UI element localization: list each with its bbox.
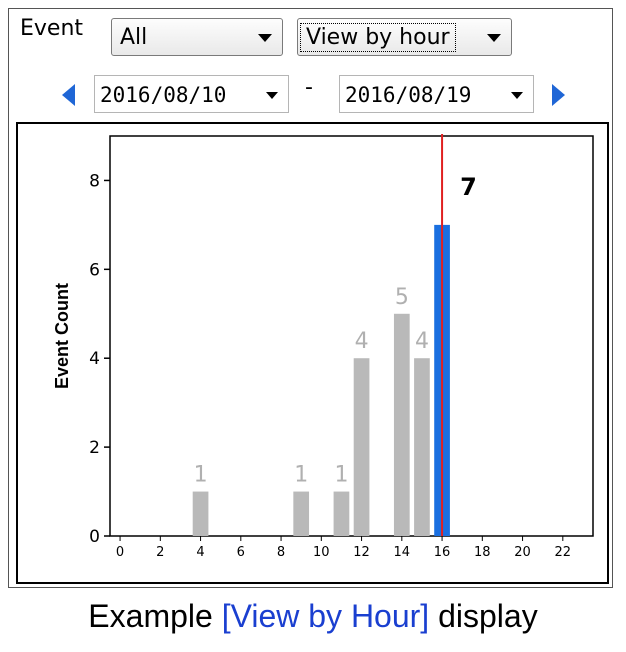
chevron-down-icon [487,34,501,42]
x-tick-label: 20 [514,545,531,560]
x-tick-label: 2 [156,545,164,560]
caption-prefix: Example [88,598,222,634]
date-to-value: 2016/08/19 [345,83,472,107]
bar [192,491,209,536]
y-tick-label: 0 [89,527,100,547]
chevron-down-icon [258,34,272,42]
date-from-picker[interactable]: 2016/08/10 [94,75,289,113]
x-tick-label: 0 [116,545,124,560]
chevron-down-icon [266,92,278,99]
date-to-picker[interactable]: 2016/08/19 [339,75,534,113]
y-tick-label: 6 [89,260,100,280]
event-filter-select[interactable]: All [111,18,283,56]
chart-frame [16,122,609,584]
caption-highlight: [View by Hour] [221,598,430,634]
bar [293,491,310,536]
y-tick-label: 4 [89,349,100,369]
view-mode-value: View by hour [300,23,456,52]
x-tick-label: 22 [555,545,572,560]
x-tick-label: 6 [237,545,245,560]
bar [393,313,410,536]
chevron-down-icon [511,92,523,99]
bar [333,491,350,536]
x-tick-label: 14 [394,545,411,560]
data-label: 1 [194,463,208,488]
date-separator: - [305,75,313,100]
data-label: 1 [334,463,348,488]
plot-area [109,135,594,537]
date-from-value: 2016/08/10 [100,83,227,107]
data-label: 1 [294,463,308,488]
data-label: 4 [355,329,369,354]
x-tick-label: 18 [474,545,491,560]
y-tick-label: 2 [89,438,100,458]
view-mode-select[interactable]: View by hour [297,18,512,56]
previous-period-icon[interactable] [62,84,75,106]
bar [353,358,370,536]
x-tick-label: 10 [313,545,330,560]
next-period-icon[interactable] [552,84,565,106]
y-axis-label: Event Count [52,283,72,389]
x-tick-label: 8 [277,545,285,560]
figure-caption: Example [View by Hour] display [0,598,626,635]
y-tick-label: 8 [89,171,100,191]
x-tick-label: 16 [434,545,451,560]
selected-data-label: 7 [460,173,477,201]
x-tick-label: 12 [353,545,370,560]
data-label: 5 [395,285,409,310]
data-label: 4 [415,329,429,354]
event-label: Event [20,16,84,41]
bar [414,358,430,536]
caption-suffix: display [429,598,538,634]
x-tick-label: 4 [196,545,204,560]
event-filter-value: All [120,25,148,50]
